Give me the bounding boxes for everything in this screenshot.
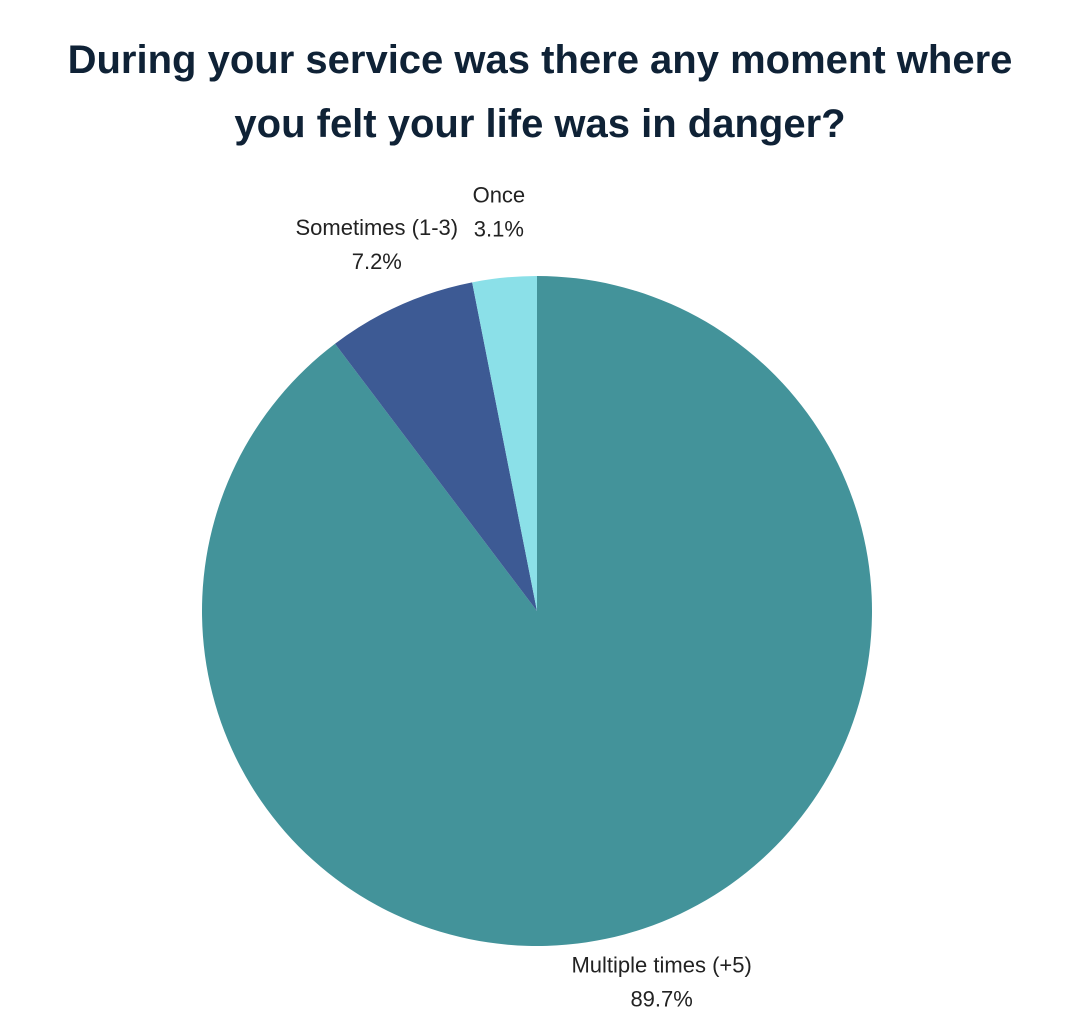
- slice-label: Sometimes (1-3): [296, 215, 459, 240]
- slice-label: Multiple times (+5): [571, 952, 751, 977]
- slice-value-label: 89.7%: [630, 986, 692, 1011]
- slice-value-label: 7.2%: [352, 249, 402, 274]
- slice-value-label: 3.1%: [474, 217, 524, 242]
- slice-label: Once: [473, 183, 526, 208]
- pie-slice: [472, 276, 537, 611]
- chart-title: During your service was there any moment…: [67, 38, 1013, 146]
- pie-slice: [335, 282, 537, 611]
